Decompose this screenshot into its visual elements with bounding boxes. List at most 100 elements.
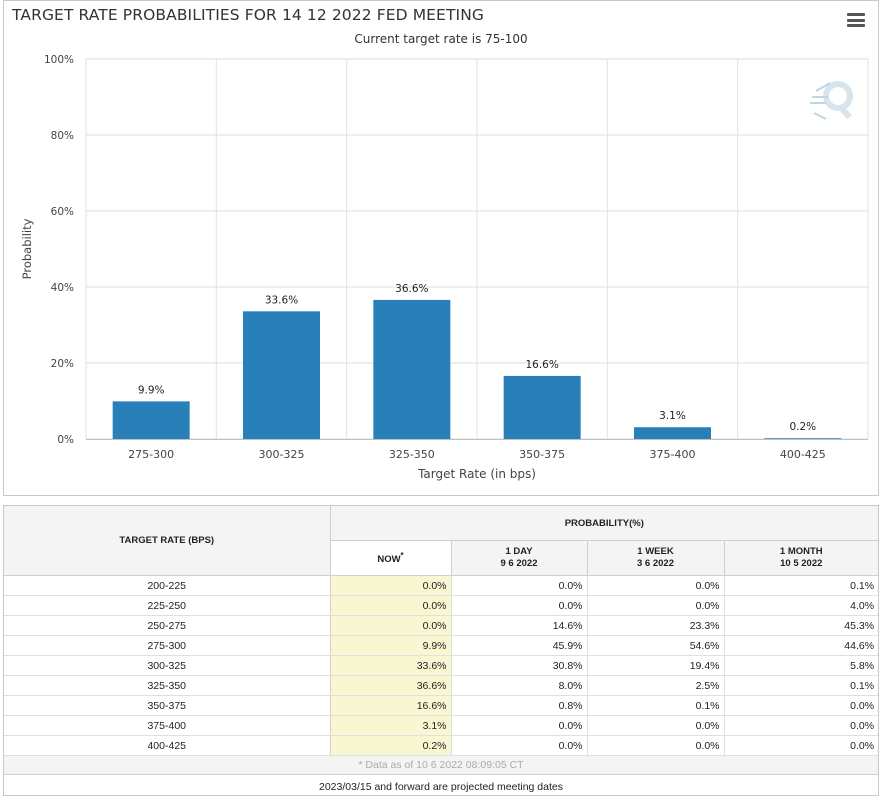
probability-cell: 0.1% [724, 575, 879, 596]
probability-cell: 5.8% [724, 655, 879, 676]
column-header-date: 3 6 2022 [637, 558, 674, 569]
probability-cell: 0.0% [330, 615, 452, 636]
x-tick-label: 375-400 [650, 448, 696, 461]
table-row: 300-325 33.6% 30.8% 19.4% 5.8% [4, 655, 879, 676]
bar-350-375 [503, 375, 581, 439]
rate-cell: 300-325 [4, 655, 331, 676]
probability-cell: 0.0% [724, 695, 879, 716]
probability-cell: 44.6% [724, 635, 879, 656]
probability-cell: 14.6% [451, 615, 588, 636]
column-header-3: 1 MONTH 10 5 2022 [724, 540, 879, 576]
data-label: 36.6% [395, 283, 428, 295]
probability-cell: 0.0% [451, 735, 588, 756]
probability-cell: 0.2% [330, 735, 452, 756]
probability-cell: 0.0% [724, 715, 879, 736]
rate-cell: 200-225 [4, 575, 331, 596]
x-tick-label: 325-350 [389, 448, 435, 461]
table-row: 225-250 0.0% 0.0% 0.0% 4.0% [4, 595, 879, 616]
table-row: 250-275 0.0% 14.6% 23.3% 45.3% [4, 615, 879, 636]
probability-cell: 36.6% [330, 675, 452, 696]
projected-dates-note: 2023/03/15 and forward are projected mee… [319, 781, 563, 793]
probability-cell: 0.0% [587, 715, 725, 736]
rate-cell: 325-350 [4, 675, 331, 696]
bar-300-325 [243, 311, 320, 439]
rate-cell: 275-300 [4, 635, 331, 656]
probability-cell: 4.0% [724, 595, 879, 616]
probability-cell: 19.4% [587, 655, 725, 676]
x-tick-label: 275-300 [128, 448, 174, 461]
probability-cell: 2.5% [587, 675, 725, 696]
probability-cell: 0.8% [451, 695, 588, 716]
table-row: 200-225 0.0% 0.0% 0.0% 0.1% [4, 575, 879, 596]
probability-cell: 0.0% [724, 735, 879, 756]
y-tick-label: 20% [51, 358, 74, 370]
probability-cell: 16.6% [330, 695, 452, 716]
probability-cell: 33.6% [330, 655, 452, 676]
data-label: 3.1% [659, 410, 686, 422]
bar-375-400 [634, 427, 711, 439]
bar-chart: 0% 20% 40% 60% 80% 100% 9.9% 275-300 33.6% 300-32… [20, 54, 869, 481]
probability-cell: 23.3% [587, 615, 725, 636]
probability-cell: 9.9% [330, 635, 452, 656]
probability-cell: 0.0% [451, 595, 588, 616]
probability-cell: 0.0% [451, 715, 588, 736]
column-header-date: 10 5 2022 [780, 558, 823, 569]
y-tick-label: 100% [44, 54, 74, 66]
table-row: 325-350 36.6% 8.0% 2.5% 0.1% [4, 675, 879, 696]
probability-cell: 0.0% [587, 735, 725, 756]
probability-cell: 0.0% [330, 575, 452, 596]
table-row: 375-400 3.1% 0.0% 0.0% 0.0% [4, 715, 879, 736]
data-label: 33.6% [265, 294, 298, 306]
column-header-label: 1 WEEK [637, 546, 674, 557]
chart-panel: TARGET RATE PROBABILITIES FOR 14 12 2022… [3, 0, 879, 496]
cme-q-logo-icon [810, 81, 854, 120]
column-header-label: NOW [377, 554, 401, 566]
rate-cell: 375-400 [4, 715, 331, 736]
rate-cell: 350-375 [4, 695, 331, 716]
bar-275-300 [112, 401, 190, 439]
probability-table-panel: TARGET RATE (BPS) PROBABILITY(%) NOW* 1 D… [3, 505, 879, 796]
column-header-date: 9 6 2022 [500, 558, 538, 569]
chart-subtitle: Current target rate is 75-100 [354, 32, 528, 46]
column-header-label: 1 MONTH [779, 546, 823, 557]
asterisk-mark: * [400, 550, 404, 560]
rate-cell: 225-250 [4, 595, 331, 616]
bar-400-425 [764, 438, 842, 439]
probability-cell: 8.0% [451, 675, 588, 696]
y-tick-label: 80% [51, 130, 74, 142]
data-label: 16.6% [525, 359, 558, 371]
y-tick-label: 0% [57, 434, 74, 446]
column-header-label: 1 DAY [505, 546, 533, 557]
y-tick-label: 40% [51, 282, 74, 294]
probability-cell: 45.3% [724, 615, 879, 636]
probability-table: TARGET RATE (BPS) PROBABILITY(%) NOW* 1 D… [4, 506, 879, 756]
column-header-0: NOW* [330, 540, 452, 576]
probability-cell: 3.1% [330, 715, 452, 736]
rate-cell: 250-275 [4, 615, 331, 636]
rate-cell: 400-425 [4, 735, 331, 756]
target-rate-header: TARGET RATE (BPS) [4, 506, 331, 576]
data-label: 0.2% [789, 421, 816, 433]
data-label: 9.9% [138, 384, 165, 396]
chart-title: TARGET RATE PROBABILITIES FOR 14 12 2022… [12, 6, 484, 24]
probability-cell: 54.6% [587, 635, 725, 656]
y-axis-title: Probability [20, 218, 34, 279]
probability-cell: 0.1% [724, 675, 879, 696]
probability-cell: 0.0% [587, 595, 725, 616]
probability-cell: 0.0% [587, 575, 725, 596]
probability-cell: 0.0% [451, 575, 588, 596]
probability-cell: 0.0% [330, 595, 452, 616]
x-axis-title: Target Rate (in bps) [417, 467, 536, 481]
data-timestamp-note: * Data as of 10 6 2022 08:09:05 CT [4, 756, 878, 775]
x-tick-label: 300-325 [259, 448, 305, 461]
bar-325-350 [373, 299, 451, 439]
x-tick-label: 400-425 [780, 448, 826, 461]
probability-header: PROBABILITY(%) [330, 506, 879, 541]
table-row: 400-425 0.2% 0.0% 0.0% 0.0% [4, 735, 879, 756]
hamburger-menu-icon[interactable] [847, 13, 865, 29]
table-row: 275-300 9.9% 45.9% 54.6% 44.6% [4, 635, 879, 656]
probability-cell: 0.1% [587, 695, 725, 716]
probability-cell: 45.9% [451, 635, 588, 656]
column-header-2: 1 WEEK 3 6 2022 [587, 540, 725, 576]
table-row: 350-375 16.6% 0.8% 0.1% 0.0% [4, 695, 879, 716]
